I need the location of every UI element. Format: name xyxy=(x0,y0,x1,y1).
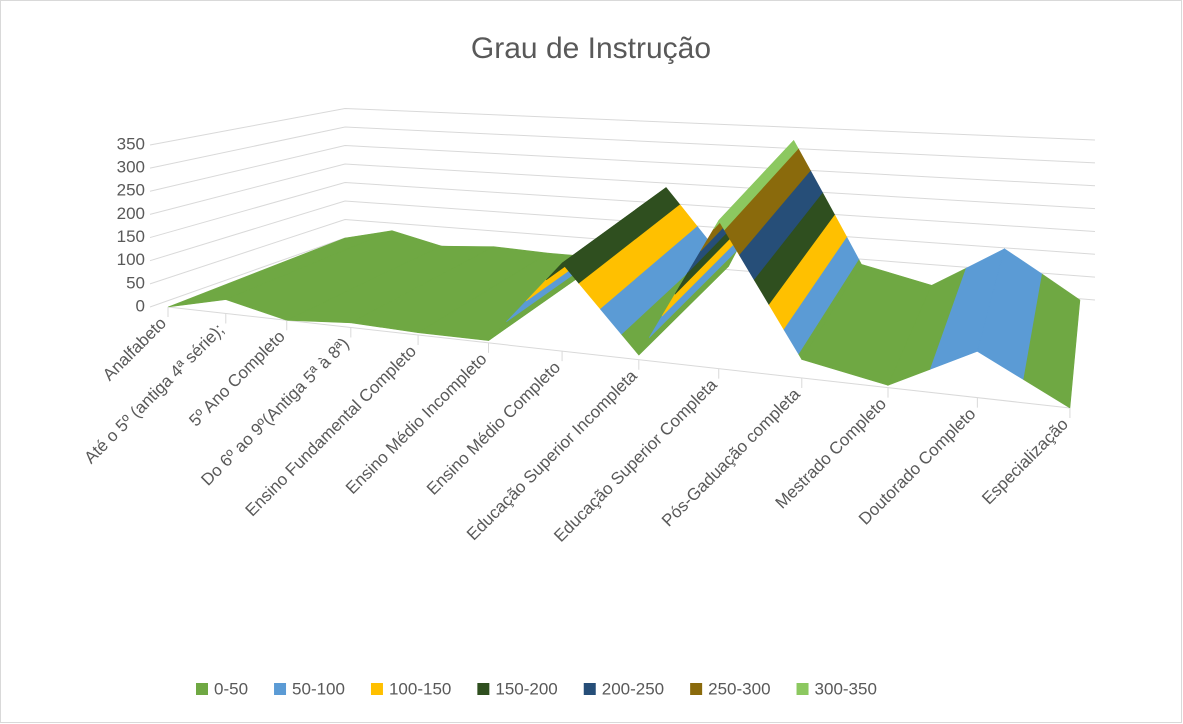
grid-line xyxy=(149,163,1096,215)
legend-swatch xyxy=(196,683,208,695)
legend-swatch xyxy=(690,683,703,695)
grid-line xyxy=(149,144,1096,192)
grid-line xyxy=(149,126,1096,169)
legend-swatch xyxy=(370,683,383,695)
grid-line xyxy=(149,181,1096,239)
y-tick-label: 300 xyxy=(117,158,145,177)
y-tick-label: 150 xyxy=(117,227,145,246)
legend-label: 0-50 xyxy=(214,679,248,698)
legend-label: 100-150 xyxy=(389,679,451,698)
chart-title: Grau de Instrução xyxy=(471,32,711,65)
x-axis-line xyxy=(167,306,1071,409)
y-tick-label: 0 xyxy=(136,296,145,315)
legend-swatch xyxy=(796,683,809,695)
legend-label: 300-350 xyxy=(815,679,877,698)
legend-label: 150-200 xyxy=(495,679,557,698)
y-tick-label: 50 xyxy=(126,273,145,292)
legend-label: 200-250 xyxy=(602,679,664,698)
y-tick-label: 200 xyxy=(117,204,145,223)
legend-label: 250-300 xyxy=(708,679,770,698)
surface-patch xyxy=(1023,273,1081,409)
legend-label: 50-100 xyxy=(292,679,345,698)
legend-swatch xyxy=(274,683,287,695)
legend-swatch xyxy=(583,683,596,695)
y-tick-label: 100 xyxy=(117,250,145,269)
legend-swatch xyxy=(477,683,490,695)
grid-line xyxy=(149,107,1096,146)
y-tick-label: 250 xyxy=(117,181,145,200)
y-tick-label: 350 xyxy=(117,134,145,153)
